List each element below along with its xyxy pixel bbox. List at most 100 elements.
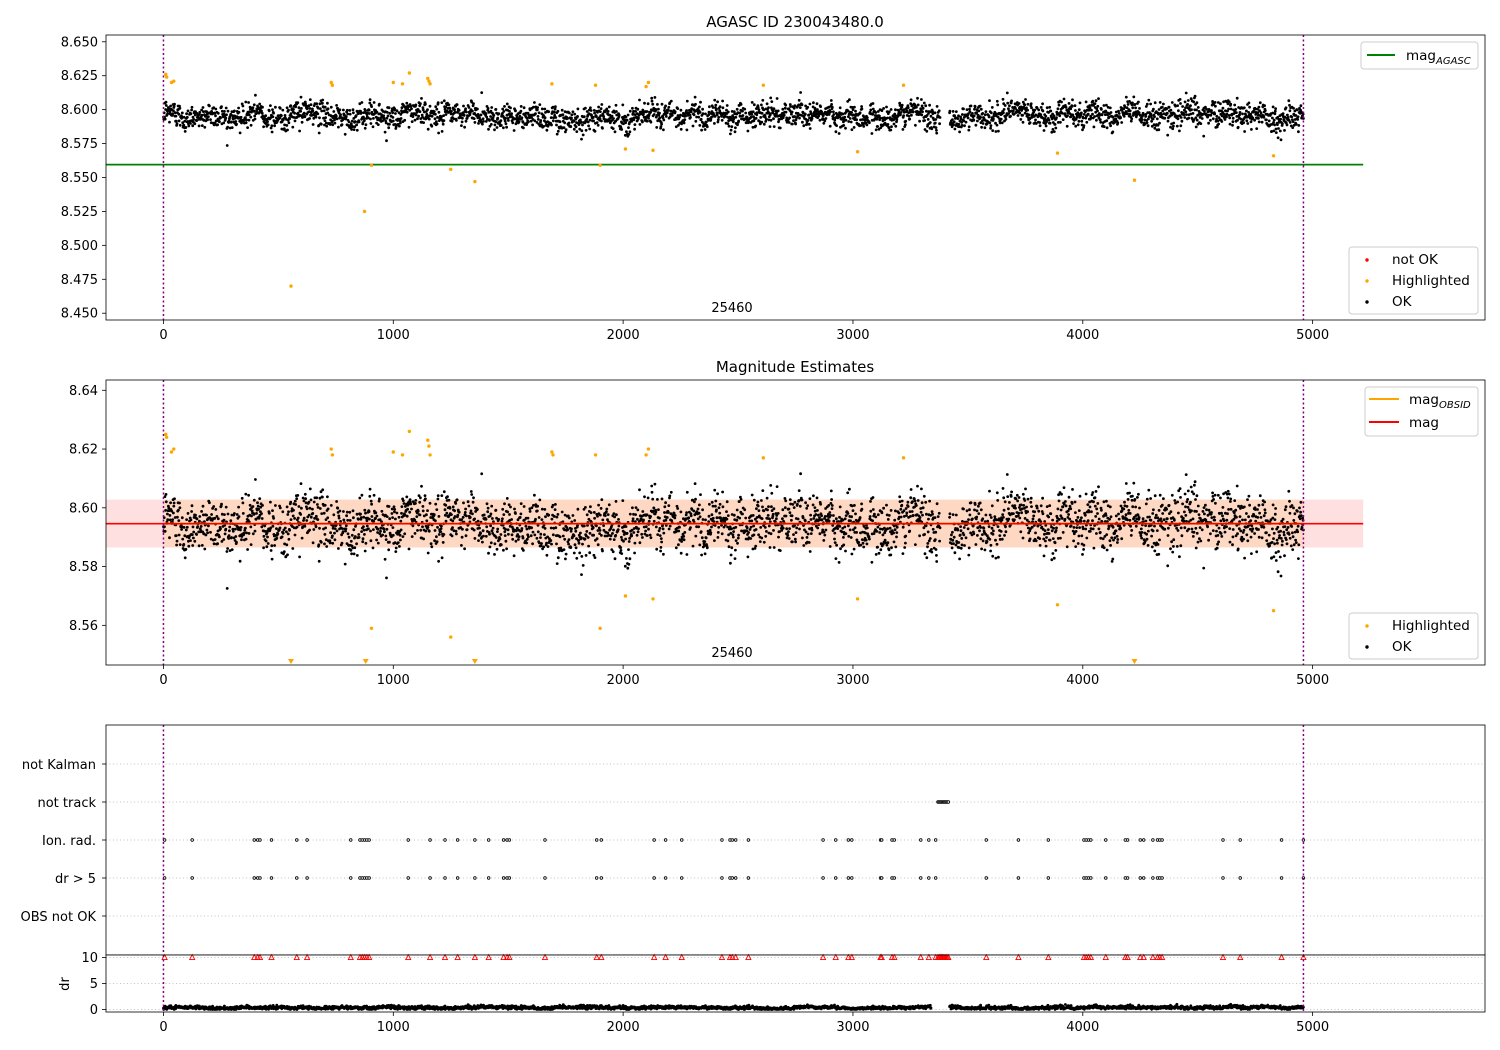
ok-point	[699, 117, 703, 121]
ok-point	[450, 513, 453, 516]
ok-point	[437, 559, 440, 563]
ok-point	[296, 101, 300, 104]
ok-point	[468, 516, 472, 519]
ok-point	[357, 533, 361, 536]
ok-point	[348, 112, 352, 116]
ok-point	[1024, 98, 1027, 101]
ok-point	[865, 123, 869, 127]
ok-point	[463, 511, 467, 514]
ok-point	[745, 116, 749, 119]
ok-point	[272, 516, 275, 520]
ok-point	[316, 518, 320, 521]
ok-point	[363, 508, 367, 512]
ok-point	[561, 113, 565, 117]
ok-point	[462, 104, 465, 108]
ok-point	[437, 533, 441, 536]
ok-point	[1109, 124, 1112, 128]
ok-point	[592, 533, 595, 537]
ok-point	[1287, 99, 1291, 103]
ok-point	[464, 107, 467, 111]
ok-point	[385, 139, 388, 143]
ok-point	[275, 527, 278, 530]
ok-point	[339, 113, 342, 116]
ok-point	[347, 120, 351, 124]
ok-point	[593, 111, 596, 115]
ok-point	[533, 101, 536, 104]
ok-point	[844, 118, 848, 122]
ok-point	[203, 547, 207, 551]
ok-point	[447, 103, 451, 107]
ok-point	[571, 110, 575, 114]
ok-point	[183, 130, 187, 133]
ok-point	[660, 497, 664, 501]
ok-point	[893, 112, 897, 116]
ok-point	[652, 519, 656, 523]
ok-point	[218, 535, 221, 539]
ok-point	[359, 516, 363, 519]
ok-point	[712, 520, 716, 523]
ok-point	[961, 113, 964, 116]
ok-point	[1002, 111, 1005, 115]
ok-point	[308, 528, 311, 532]
ok-point	[230, 126, 234, 129]
ok-point	[1131, 101, 1134, 105]
ok-point	[896, 114, 900, 118]
ok-point	[328, 541, 332, 545]
ok-point	[405, 110, 409, 114]
ok-point	[767, 118, 771, 122]
ok-point	[721, 106, 725, 110]
ok-point	[451, 526, 454, 530]
ok-point	[468, 113, 472, 117]
ok-point	[588, 551, 592, 555]
ok-point	[314, 514, 318, 518]
ok-point	[220, 105, 223, 108]
ok-point	[450, 534, 454, 538]
ok-point	[194, 513, 197, 517]
ok-point	[317, 124, 321, 127]
ok-point	[345, 108, 349, 112]
ok-point	[798, 106, 802, 109]
ok-point	[807, 122, 811, 126]
ok-point	[457, 510, 461, 514]
ok-point	[633, 113, 637, 117]
ok-point	[721, 490, 724, 494]
ok-point	[957, 122, 961, 126]
ok-point	[999, 117, 1003, 121]
ok-point	[844, 126, 847, 130]
ok-point	[701, 508, 704, 512]
ok-point	[384, 534, 388, 538]
ok-point	[1150, 119, 1153, 123]
ok-point	[308, 506, 312, 510]
ok-point	[493, 128, 496, 132]
ok-point	[329, 105, 333, 109]
ok-point	[838, 111, 841, 115]
ok-point	[482, 534, 485, 538]
ok-point	[473, 517, 476, 521]
ok-point	[195, 517, 199, 521]
ok-point	[285, 505, 289, 509]
ok-point	[981, 122, 985, 125]
ok-point	[1179, 116, 1183, 119]
ok-point	[342, 518, 346, 522]
ok-point	[262, 546, 265, 550]
ok-point	[405, 101, 409, 105]
ok-point	[355, 512, 359, 516]
ok-point	[750, 112, 754, 116]
ok-point	[205, 528, 209, 532]
ok-point	[362, 528, 366, 532]
ok-point	[421, 509, 425, 513]
ok-point	[566, 117, 569, 120]
ok-point	[730, 125, 734, 129]
ok-point	[870, 132, 874, 135]
ok-point	[316, 112, 320, 116]
ok-point	[635, 533, 639, 537]
ok-point	[397, 515, 401, 519]
ok-point	[490, 504, 494, 508]
ok-point	[337, 516, 341, 520]
ok-point	[287, 121, 291, 125]
ok-point	[359, 111, 363, 115]
ok-point	[599, 507, 603, 510]
ok-point	[187, 124, 191, 128]
ok-point	[436, 497, 440, 501]
ok-point	[1100, 113, 1104, 117]
